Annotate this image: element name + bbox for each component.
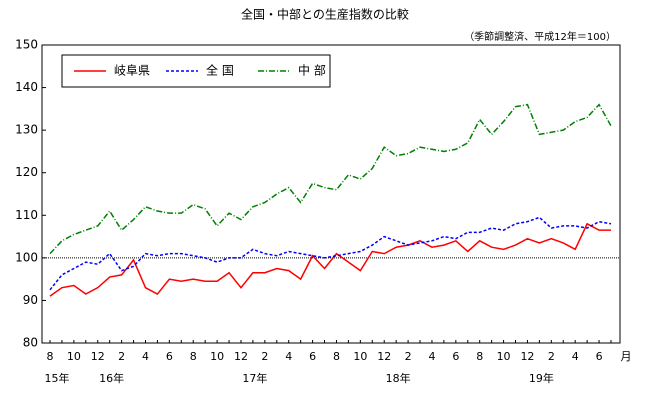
y-tick-label: 90 [23, 293, 38, 307]
x-tick-label: 2 [261, 350, 268, 363]
x-tick-label: 12 [377, 350, 391, 363]
x-tick-label: 6 [452, 350, 459, 363]
x-tick-label: 12 [91, 350, 105, 363]
plot-frame [41, 44, 621, 344]
series-line [49, 103, 612, 255]
year-label: 16年 [99, 371, 124, 385]
year-label: 19年 [529, 371, 554, 385]
x-tick-label: 10 [497, 350, 511, 363]
x-tick-label: 6 [166, 350, 173, 363]
y-tick-label: 150 [15, 38, 38, 52]
y-tick-label: 80 [23, 336, 38, 350]
y-tick-label: 100 [15, 250, 38, 264]
x-tick-label: 10 [353, 350, 367, 363]
year-label: 18年 [386, 371, 411, 385]
x-tick-label: 2 [405, 350, 412, 363]
year-label: 15年 [45, 371, 70, 385]
x-tick-label: 2 [548, 350, 555, 363]
x-tick-label: 12 [520, 350, 534, 363]
legend-label: 中 部 [298, 63, 326, 78]
y-tick-label: 140 [15, 80, 38, 94]
x-tick-label: 4 [285, 350, 292, 363]
x-tick-label: 10 [67, 350, 81, 363]
x-tick-label: 4 [428, 350, 435, 363]
x-tick-label: 4 [142, 350, 149, 363]
y-tick-label: 110 [15, 208, 38, 222]
year-label: 17年 [242, 371, 267, 385]
x-tick-label: 2 [118, 350, 125, 363]
legend-label: 岐阜県 [114, 64, 150, 78]
x-tick-label: 8 [190, 350, 197, 363]
x-tick-label: 8 [476, 350, 483, 363]
subtitle: （季節調整済、平成12年＝100） [464, 30, 616, 43]
series-line [49, 222, 611, 297]
x-tick-label: 4 [572, 350, 579, 363]
x-tick-label: 10 [210, 350, 224, 363]
y-tick-label: 120 [15, 165, 38, 179]
x-unit: 月 [621, 350, 632, 363]
x-tick-label: 6 [596, 350, 603, 363]
x-tick-label: 6 [309, 350, 316, 363]
y-tick-label: 130 [15, 123, 38, 137]
x-tick-label: 12 [234, 350, 248, 363]
legend-label: 全 国 [206, 63, 234, 78]
chart-title: 全国・中部との生産指数の比較 [241, 7, 409, 22]
x-tick-label: 8 [333, 350, 340, 363]
series-line [49, 216, 612, 291]
x-tick-label: 8 [47, 350, 54, 363]
